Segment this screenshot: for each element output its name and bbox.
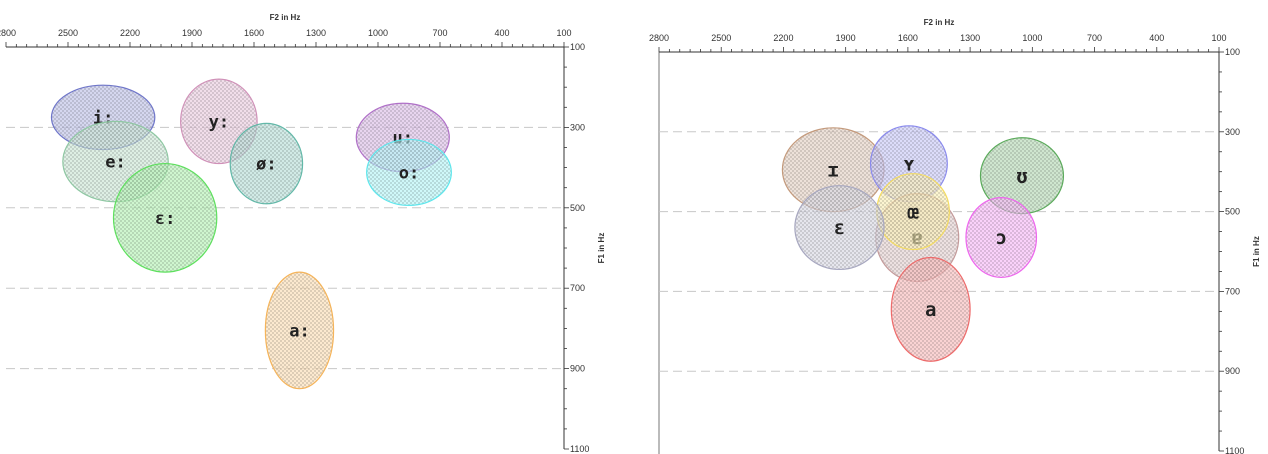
vowel-ellipse — [794, 185, 885, 271]
x-tick-label: 700 — [432, 28, 447, 38]
x-axis-title: F2 in Hz — [270, 13, 301, 22]
y-tick-label: 900 — [1225, 366, 1240, 376]
vowel-label: y: — [209, 112, 229, 132]
vowel-ellipse — [890, 256, 971, 362]
x-tick-label: 700 — [1087, 33, 1102, 43]
x-tick-label: 2800 — [649, 33, 669, 43]
vowel-area: a — [890, 256, 971, 362]
x-tick-label: 400 — [1149, 33, 1164, 43]
x-tick-label: 2500 — [711, 33, 731, 43]
vowel-ellipse — [112, 162, 218, 273]
vowel-label: ɛ: — [155, 209, 175, 229]
y-tick-label: 700 — [1225, 286, 1240, 296]
x-tick-label: 1000 — [368, 28, 388, 38]
y-axis-title: F1 in Hz — [597, 233, 606, 264]
x-axis-title: F2 in Hz — [924, 18, 955, 27]
vowel-area: o: — [366, 138, 452, 206]
vowel-label: o: — [399, 163, 419, 183]
vowel-ellipse — [264, 271, 335, 390]
vowel-ellipse — [366, 138, 452, 206]
y-tick-label: 1100 — [570, 444, 589, 454]
vowel-label: ɪ — [827, 159, 838, 181]
vowel-area: ɔ — [965, 197, 1038, 279]
vowel-area: a: — [264, 271, 335, 390]
x-tick-label: 1900 — [836, 33, 856, 43]
vowel-chart-left: 2800 2500 2200 1900 1600 1300 1000 700 400 100 F2 … — [0, 13, 606, 454]
x-tick-label: 2200 — [120, 28, 140, 38]
vowel-area: œ — [876, 173, 950, 251]
x-tick-label: 1300 — [960, 33, 980, 43]
y-tick-label: 500 — [1225, 207, 1240, 217]
vowel-area: ø: — [229, 122, 304, 205]
y-tick-label: 900 — [570, 364, 585, 374]
x-tick-label: 1600 — [898, 33, 918, 43]
vowel-label: œ — [907, 201, 919, 223]
y-tick-label: 300 — [570, 122, 585, 132]
vowel-label: ʏ — [903, 153, 914, 175]
x-tick-label: 1600 — [244, 28, 264, 38]
x-tick-label: 2800 — [0, 28, 16, 38]
vowel-label: ɔ — [995, 227, 1006, 249]
vowel-label: e: — [105, 153, 125, 173]
x-tick-label: 2500 — [58, 28, 78, 38]
y-axis-title: F1 in Hz — [1252, 236, 1261, 267]
y-tick-label: 300 — [1225, 127, 1240, 137]
vowel-label: ʊ — [1016, 165, 1027, 187]
vowel-label: ø: — [256, 155, 276, 175]
y-tick-label: 1100 — [1225, 446, 1244, 454]
vowel-ellipse — [965, 197, 1038, 279]
y-tick-label: 700 — [570, 283, 585, 293]
vowel-area: ʊ — [979, 137, 1065, 215]
y-tick-label: 100 — [1225, 47, 1240, 57]
y-tick-label: 100 — [570, 42, 585, 52]
x-tick-label: 1000 — [1022, 33, 1042, 43]
x-tick-label: 2200 — [773, 33, 793, 43]
y-tick-label: 500 — [570, 203, 585, 213]
vowel-label: a: — [289, 321, 309, 341]
vowel-area: ɛ — [794, 185, 885, 271]
vowel-area: ɛ: — [112, 162, 218, 273]
x-tick-label: 100 — [556, 28, 571, 38]
vowel-chart-right: 2800 2500 2200 1900 1600 1300 1000 700 400 100 F2 … — [649, 18, 1261, 454]
x-tick-label: 1900 — [182, 28, 202, 38]
x-tick-label: 400 — [494, 28, 509, 38]
x-tick-label: 1300 — [306, 28, 326, 38]
vowel-label: ɛ — [834, 217, 845, 239]
vowel-ellipse — [229, 122, 304, 205]
x-tick-label: 100 — [1211, 33, 1226, 43]
vowel-label: a — [925, 299, 936, 321]
